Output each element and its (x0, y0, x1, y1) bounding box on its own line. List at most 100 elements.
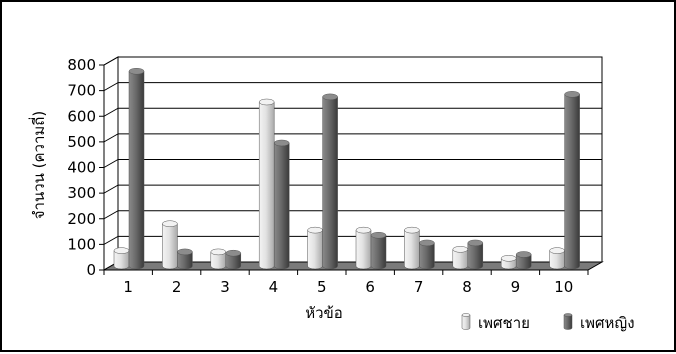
bar-top (258, 98, 275, 106)
gridline-side (103, 184, 119, 194)
bar-body (273, 142, 290, 270)
bar-body (258, 101, 275, 270)
bar-top (419, 239, 435, 247)
x-tick-label: 7 (414, 278, 424, 296)
legend-item: เพศหญิง (563, 313, 635, 332)
bar (273, 139, 290, 270)
gridline-side (103, 107, 119, 117)
bar-top (162, 220, 178, 227)
y-tick-label: 600 (67, 107, 96, 125)
bar (258, 98, 275, 270)
bar-top (355, 226, 372, 234)
bar (322, 93, 338, 270)
legend-swatch-top (461, 313, 471, 317)
bar-body (404, 229, 420, 270)
gridline-side (103, 235, 119, 245)
bar-top (549, 247, 565, 254)
y-tick-label: 200 (67, 210, 96, 228)
bar-body (128, 71, 145, 270)
bar-top (273, 139, 290, 147)
x-tick-label: 1 (123, 278, 133, 296)
bar-body (225, 252, 242, 270)
bar (225, 249, 242, 270)
bar-top (210, 248, 227, 256)
legend-label: เพศหญิง (580, 314, 635, 332)
bar (177, 248, 193, 270)
bar-body (307, 229, 323, 270)
plot-area (103, 56, 603, 271)
legend-swatch (461, 314, 471, 330)
bar-top (225, 249, 242, 257)
bar (564, 91, 580, 270)
bar-top (467, 239, 484, 247)
legend-item: เพศชาย (461, 313, 530, 332)
bar (162, 220, 178, 270)
x-tick-label: 9 (511, 278, 521, 296)
bar (128, 68, 145, 270)
bar (370, 232, 387, 270)
bar-body (419, 242, 435, 270)
bar-top (452, 246, 469, 253)
bar-top (113, 247, 130, 254)
x-axis-ticks: 1 2 3 4 5 6 7 8 9 10 (103, 270, 589, 296)
legend-swatch (563, 314, 573, 330)
x-tick-label: 5 (317, 278, 327, 296)
y-axis-ticks: 0 100 200 300 400 500 600 700 800 (67, 56, 105, 279)
bar-body (162, 223, 178, 270)
bar-top (177, 248, 193, 256)
bar (210, 248, 227, 270)
bars (113, 68, 580, 270)
legend-swatch-top (563, 313, 573, 317)
bar-top (500, 255, 517, 262)
bar-body (177, 251, 193, 270)
bar (307, 226, 323, 270)
bar (404, 226, 420, 270)
y-tick-label: 400 (67, 159, 96, 177)
gridline-side (103, 56, 119, 66)
y-tick-label: 0 (86, 261, 96, 279)
bar (355, 226, 372, 270)
x-tick-label: 4 (269, 278, 279, 296)
bar-body (370, 235, 387, 270)
bar (452, 246, 469, 270)
legend: เพศชาย เพศหญิง (461, 313, 635, 332)
x-tick-label: 6 (365, 278, 375, 296)
bar (113, 247, 130, 270)
bar-top (515, 251, 532, 258)
bar (515, 251, 532, 270)
bar-body (564, 94, 580, 270)
y-tick-label: 300 (67, 184, 96, 202)
gridline-side (103, 133, 119, 143)
gridlines (103, 56, 602, 271)
y-axis-title: จำนวน (ความถี่) (28, 111, 48, 219)
bar (549, 247, 565, 270)
bar-body (355, 229, 372, 270)
y-tick-label: 500 (67, 133, 96, 151)
bar-top (564, 91, 580, 98)
bar (419, 239, 435, 270)
bar (500, 255, 517, 270)
x-tick-label: 8 (462, 278, 472, 296)
x-tick-label: 3 (220, 278, 230, 296)
bar-top (128, 68, 145, 75)
bar-top (307, 226, 323, 234)
gridline-side (103, 82, 119, 92)
bar (467, 239, 484, 270)
x-tick-label: 2 (172, 278, 182, 296)
legend-label: เพศชาย (478, 314, 530, 332)
bar-body (515, 254, 532, 270)
gridline-side (103, 159, 119, 168)
gridline-side (103, 210, 119, 220)
y-tick-label: 800 (67, 56, 96, 74)
x-tick-label: 10 (554, 278, 573, 296)
bar-body (322, 96, 338, 270)
bar-top (370, 232, 387, 239)
bar-body (467, 242, 484, 270)
bar-top (322, 93, 338, 101)
y-tick-label: 700 (67, 82, 96, 100)
bar-top (404, 226, 420, 234)
y-tick-label: 100 (67, 235, 96, 253)
x-axis-title: หัวข้อ (305, 304, 343, 322)
